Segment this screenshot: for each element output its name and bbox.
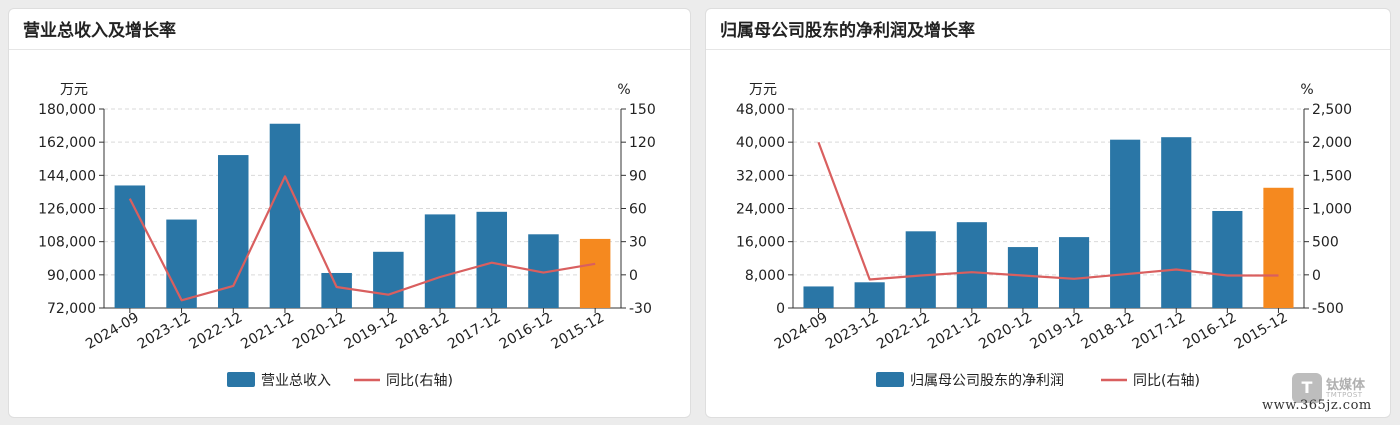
right-axis-tick-label: 500: [1312, 235, 1339, 251]
right-axis-tick-label: 0: [629, 268, 638, 284]
right-axis-tick-label: 1,500: [1312, 168, 1352, 184]
revenue-chart: 180,000 150 162,000 120 144,000 90 126,000 60 10…: [38, 82, 656, 389]
x-axis-tick-label: 2023-12: [823, 310, 882, 353]
legend-bar-label: 营业总收入: [261, 373, 331, 389]
bar: [373, 251, 404, 308]
left-axis-tick-label: 16,000: [736, 235, 785, 251]
left-axis-tick-label: 8,000: [745, 268, 785, 284]
right-axis-tick-label: -30: [629, 301, 652, 317]
left-axis-tick-label: 162,000: [38, 135, 96, 151]
bar: [321, 272, 352, 308]
x-axis-tick-label: 2021-12: [238, 310, 297, 353]
bar: [166, 219, 197, 308]
panel-divider: [9, 49, 690, 50]
x-axis-tick-label: 2015-12: [1232, 310, 1291, 353]
bar: [1161, 137, 1192, 308]
net-profit-panel: 归属母公司股东的净利润及增长率 48,000 2,500 40,000 2,000 32…: [705, 8, 1391, 418]
right-axis-tick-label: 60: [629, 202, 647, 218]
x-axis-tick-label: 2018-12: [393, 310, 452, 353]
revenue-panel: 营业总收入及增长率 180,000 150 162,000 120 144,000 90 1…: [8, 8, 691, 418]
bar: [1263, 187, 1294, 308]
right-axis-tick-label: -500: [1312, 301, 1344, 317]
right-axis-unit: %: [617, 82, 630, 98]
x-axis-tick-label: 2019-12: [1027, 310, 1086, 353]
left-axis-unit: 万元: [60, 82, 88, 98]
right-axis-tick-label: 1,000: [1312, 202, 1352, 218]
right-axis-tick-label: 30: [629, 235, 647, 251]
x-axis-tick-label: 2018-12: [1078, 310, 1137, 353]
right-axis-tick-label: 120: [629, 135, 656, 151]
panel-title: 营业总收入及增长率: [23, 21, 176, 41]
bar: [854, 282, 885, 308]
legend-line-label: 同比(右轴): [386, 373, 453, 389]
right-axis-tick-label: 90: [629, 168, 647, 184]
panel-divider: [706, 49, 1390, 50]
panel-title: 归属母公司股东的净利润及增长率: [720, 21, 975, 41]
bar: [269, 123, 301, 308]
left-axis-tick-label: 48,000: [736, 102, 785, 118]
x-axis-tick-label: 2021-12: [925, 310, 984, 353]
legend-bar-swatch: [227, 372, 255, 387]
left-axis-tick-label: 144,000: [38, 168, 96, 184]
left-axis-tick-label: 0: [776, 301, 785, 317]
bar: [217, 155, 249, 308]
bar: [956, 222, 987, 308]
left-axis-tick-label: 108,000: [38, 235, 96, 251]
watermark-url: www.365jz.com: [1262, 398, 1372, 413]
left-axis-tick-label: 24,000: [736, 202, 785, 218]
legend-line-label: 同比(右轴): [1133, 373, 1200, 389]
x-axis-tick-label: 2022-12: [874, 310, 933, 353]
right-axis-tick-label: 0: [1312, 268, 1321, 284]
x-axis-tick-label: 2017-12: [1130, 310, 1189, 353]
bar: [1110, 139, 1141, 308]
x-axis-tick-label: 2016-12: [1181, 310, 1240, 353]
yoy-line: [817, 141, 1279, 281]
bar: [114, 185, 146, 308]
x-axis-tick-label: 2020-12: [976, 310, 1035, 353]
yoy-line: [128, 175, 596, 302]
x-axis-tick-label: 2016-12: [497, 310, 556, 353]
left-axis-tick-label: 126,000: [38, 202, 96, 218]
x-axis-tick-label: 2020-12: [290, 310, 349, 353]
x-axis-tick-label: 2015-12: [548, 310, 607, 353]
right-axis-tick-label: 2,000: [1312, 135, 1352, 151]
x-axis-tick-label: 2017-12: [445, 310, 504, 353]
left-axis-tick-label: 72,000: [47, 301, 96, 317]
x-axis-tick-label: 2022-12: [187, 310, 246, 353]
bar: [579, 238, 611, 308]
bar: [1058, 237, 1090, 308]
right-axis-tick-label: 150: [629, 102, 656, 118]
left-axis-unit: 万元: [749, 82, 777, 98]
watermark-brand: 钛媒体: [1326, 378, 1366, 393]
bar: [1007, 247, 1039, 308]
left-axis-tick-label: 90,000: [47, 268, 96, 284]
legend-bar-swatch: [876, 372, 904, 387]
bar: [476, 211, 508, 308]
watermark-logo: T: [1292, 373, 1322, 403]
bar: [424, 214, 456, 308]
right-axis-tick-label: 2,500: [1312, 102, 1352, 118]
legend-bar-label: 归属母公司股东的净利润: [910, 372, 1064, 389]
left-axis-tick-label: 40,000: [736, 135, 785, 151]
left-axis-tick-label: 32,000: [736, 168, 785, 184]
left-axis-tick-label: 180,000: [38, 102, 96, 118]
right-axis-unit: %: [1300, 82, 1313, 98]
bar: [803, 286, 834, 308]
bar: [1212, 210, 1243, 308]
net-profit-chart: 48,000 2,500 40,000 2,000 32,000 1,500 24,000 1…: [736, 82, 1352, 389]
x-axis-tick-label: 2019-12: [342, 310, 401, 353]
x-axis-tick-label: 2023-12: [135, 310, 194, 353]
bar: [905, 231, 936, 308]
watermark-sub: TMTPOST: [1326, 391, 1363, 399]
